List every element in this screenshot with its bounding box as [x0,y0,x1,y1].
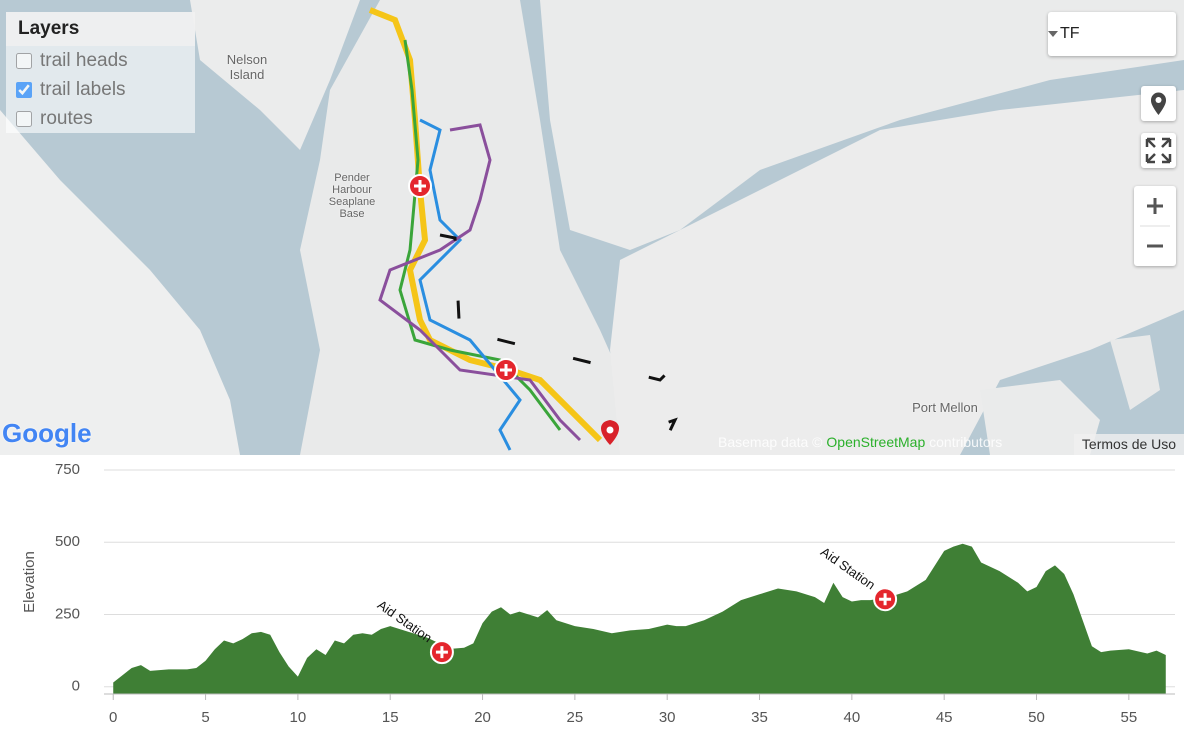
elevation-chart: Elevation 0 250 500 750 0 5 10 15 20 25 30 35 40 45 50… [21,461,1175,726]
dropdown[interactable]: TF [1048,12,1176,56]
layer-label: trail labels [40,78,126,100]
elevation-area [113,543,1166,694]
zoom-control [1134,186,1176,266]
x-tick-label: 25 [567,709,584,726]
attribution-link[interactable]: OpenStreetMap [826,434,926,450]
x-tick-label: 15 [382,709,399,726]
layer-item[interactable]: trail labels [6,75,195,104]
layers-title: Layers [6,12,195,46]
zoom-in[interactable] [1147,198,1163,214]
map-label: Nelson Island [226,52,268,82]
x-tick-label: 55 [1120,709,1137,726]
y-tick-label: 250 [55,605,80,622]
y-tick-label: 0 [72,678,80,695]
map-label: Pender Harbour Seaplane Base [328,172,376,220]
zoom-icons [1140,198,1170,248]
x-tick-label: 35 [751,709,768,726]
fullscreen-icon [1145,137,1172,164]
layer-label: trail heads [40,49,128,71]
fullscreen-button[interactable] [1141,133,1176,168]
attribution-text: contributors [929,434,1003,450]
y-tick-label: 500 [55,533,80,550]
caret [1048,31,1058,37]
layer-item[interactable]: trail heads [6,46,195,75]
x-tick-label: 40 [844,709,861,726]
layer-checkbox[interactable] [16,52,32,69]
x-tick-label: 10 [290,709,307,726]
locate-button[interactable] [1141,86,1176,121]
x-tick-label: 30 [659,709,676,726]
attribution: Basemap data © OpenStreetMap contributor… [718,434,1002,450]
google-logo[interactable]: Google [2,418,92,448]
layer-checkbox[interactable] [16,110,32,127]
map-background [0,0,1184,455]
x-tick-label: 50 [1028,709,1045,726]
annotation-label: Aid Station [818,544,878,592]
layer-list: trail heads trail labels routes [6,46,195,133]
layers-panel: Layers trail heads trail labels routes [6,12,195,133]
map[interactable]: Nelson Island Pender Harbour Seaplane Ba… [0,0,1184,455]
layer-item[interactable]: routes [6,104,195,133]
layer-label: routes [40,107,93,129]
x-tick-label: 0 [109,709,117,726]
layer-checkbox[interactable] [16,81,32,98]
x-tick-label: 5 [201,709,209,726]
marker-cross [879,593,892,606]
y-axis-label: Elevation [21,551,38,613]
x-tick-label: 45 [936,709,953,726]
marker-cross [435,646,448,659]
map-label: Port Mellon [912,400,978,415]
locate-icon [1151,92,1166,115]
terms-link[interactable]: Termos de Uso [1074,434,1184,455]
attribution-text: Basemap data © [718,434,823,450]
dropdown-value: TF [1060,25,1080,42]
x-tick-label: 20 [474,709,491,726]
y-tick-label: 750 [55,461,80,478]
